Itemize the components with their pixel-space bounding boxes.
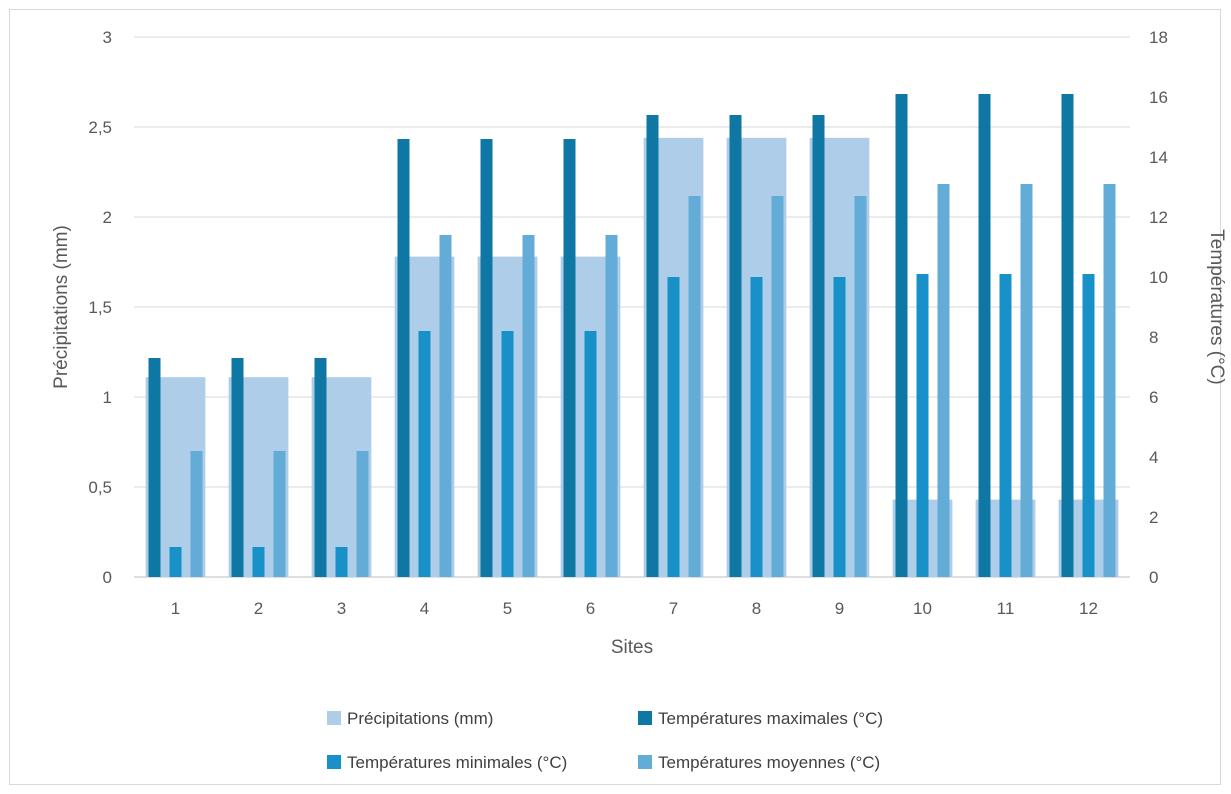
x-tick-label: 3 [337,599,346,618]
y-tick-label: 2,5 [88,118,112,137]
y2-tick-label: 8 [1149,328,1158,347]
y-axis-title: Précipitations (mm) [51,225,72,389]
left-axis: 0 0,5 1 1,5 2 2,5 3 [88,28,112,587]
legend-swatch [327,755,341,769]
y2-tick-label: 0 [1149,568,1158,587]
x-tick-label: 10 [913,599,932,618]
bar-temp-mean [1020,184,1033,577]
x-tick-label: 6 [586,599,595,618]
legend-swatch [638,755,652,769]
bar-temp-max [978,94,991,577]
bar-temp-mean [273,451,286,577]
y2-tick-label: 10 [1149,268,1168,287]
y-tick-label: 1 [103,388,112,407]
x-tick-label: 12 [1079,599,1098,618]
y2-tick-label: 14 [1149,148,1168,167]
bar-temp-min [916,274,929,577]
x-tick-label: 8 [752,599,761,618]
y-tick-label: 0,5 [88,478,112,497]
bar-temp-mean [605,235,618,577]
bar-temp-max [148,358,161,577]
bar-temp-max [314,358,327,577]
x-tick-label: 5 [503,599,512,618]
bar-temp-mean [1103,184,1116,577]
x-tick-label: 7 [669,599,678,618]
legend: Précipitations (mm) Températures maximale… [327,709,883,772]
y-tick-label: 0 [103,568,112,587]
bar-temp-min [501,331,514,577]
y-tick-label: 2 [103,208,112,227]
bar-temp-mean [439,235,452,577]
y2-tick-label: 18 [1149,28,1168,47]
bar-temp-max [646,115,659,577]
bar-temp-min [750,277,763,577]
temperature-bars [148,94,1116,577]
y-tick-label: 1,5 [88,298,112,317]
y2-axis-title: Températures (°C) [1206,229,1227,384]
y-tick-label: 3 [103,28,112,47]
bar-temp-min [169,547,182,577]
legend-label: Précipitations (mm) [347,709,493,728]
bar-temp-mean [190,451,203,577]
y2-tick-label: 16 [1149,88,1168,107]
bar-temp-mean [771,196,784,577]
bar-temp-max [812,115,825,577]
bar-temp-min [667,277,680,577]
bar-temp-max [480,139,493,577]
legend-swatch [327,711,341,725]
x-tick-label: 1 [171,599,180,618]
x-axis: 1 2 3 4 5 6 7 8 9 10 11 12 [171,599,1098,618]
right-axis: 0 2 4 6 8 10 12 14 16 18 [1149,28,1168,587]
bar-temp-max [895,94,908,577]
bar-temp-min [252,547,265,577]
precipitation-bars [145,137,1119,578]
x-tick-label: 9 [835,599,844,618]
bar-temp-max [231,358,244,577]
bar-temp-max [729,115,742,577]
bar-temp-max [1061,94,1074,577]
bar-temp-mean [688,196,701,577]
x-tick-label: 2 [254,599,263,618]
grid-lines [134,36,1130,578]
bar-temp-max [397,139,410,577]
y2-tick-label: 4 [1149,448,1158,467]
bar-temp-max [563,139,576,577]
bar-temp-min [1082,274,1095,577]
bar-temp-mean [854,196,867,577]
legend-label: Températures minimales (°C) [347,753,567,772]
legend-label: Températures maximales (°C) [658,709,883,728]
y2-tick-label: 12 [1149,208,1168,227]
x-tick-label: 11 [997,599,1015,618]
x-axis-title: Sites [611,637,653,658]
legend-label: Températures moyennes (°C) [658,753,880,772]
bar-temp-mean [937,184,950,577]
bar-temp-min [335,547,348,577]
bar-temp-mean [522,235,535,577]
bar-temp-mean [356,451,369,577]
bar-temp-min [833,277,846,577]
x-tick-label: 4 [420,599,429,618]
bar-temp-min [584,331,597,577]
y2-tick-label: 2 [1149,508,1158,527]
bar-temp-min [418,331,431,577]
y2-tick-label: 6 [1149,388,1158,407]
bar-temp-min [999,274,1012,577]
legend-swatch [638,711,652,725]
